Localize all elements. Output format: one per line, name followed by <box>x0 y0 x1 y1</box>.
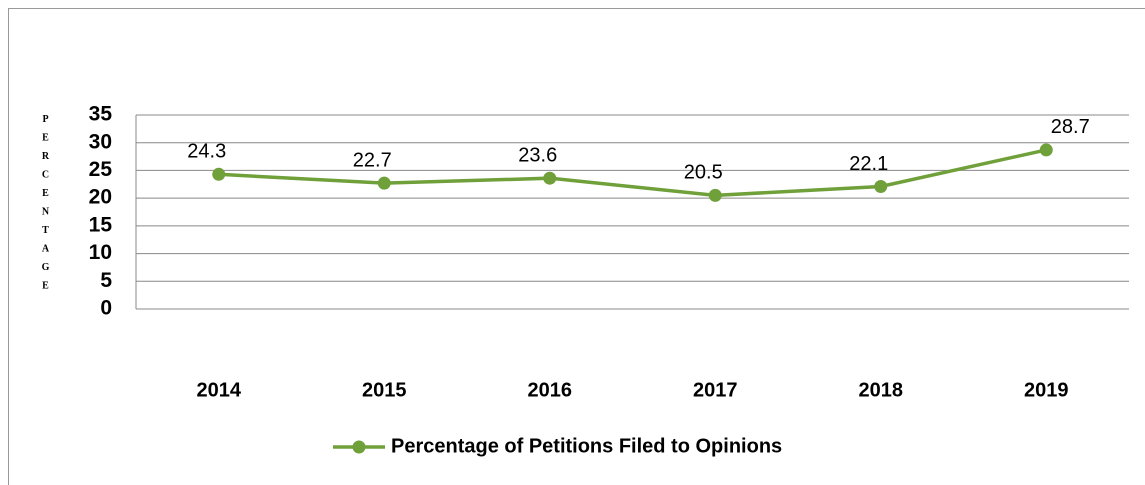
data-label: 28.7 <box>1051 116 1090 138</box>
data-point <box>874 180 888 194</box>
x-tick-label: 2019 <box>1024 379 1069 401</box>
x-tick-label: 2017 <box>693 379 738 401</box>
y-tick-label: 5 <box>100 269 112 292</box>
y-axis-label: PERCENTAGE <box>40 114 51 299</box>
data-point <box>543 171 557 185</box>
y-tick-label: 35 <box>89 103 113 126</box>
data-line <box>218 148 1047 198</box>
data-point <box>212 167 226 181</box>
data-label: 23.6 <box>518 144 557 166</box>
y-tick-label: 10 <box>89 241 112 264</box>
x-tick-label: 2015 <box>362 379 407 401</box>
y-tick-label: 0 <box>100 297 112 320</box>
legend-marker <box>352 440 366 454</box>
x-tick-label: 2018 <box>859 379 904 401</box>
data-point <box>1039 143 1053 157</box>
data-label: 24.3 <box>187 141 226 163</box>
x-tick-label: 2016 <box>528 379 573 401</box>
y-tick-label: 30 <box>89 130 112 153</box>
y-tick-label: 15 <box>89 213 113 236</box>
data-label: 22.7 <box>353 149 392 171</box>
data-label: 22.1 <box>849 153 888 175</box>
chart-frame <box>8 8 1145 485</box>
y-tick-label: 25 <box>89 158 113 181</box>
legend-label: Percentage of Petitions Filed to Opinion… <box>391 435 782 457</box>
y-tick-label: 20 <box>89 186 112 209</box>
data-label: 20.5 <box>684 162 723 184</box>
data-point <box>377 176 391 190</box>
x-tick-label: 2014 <box>197 379 242 401</box>
data-point <box>708 188 722 202</box>
